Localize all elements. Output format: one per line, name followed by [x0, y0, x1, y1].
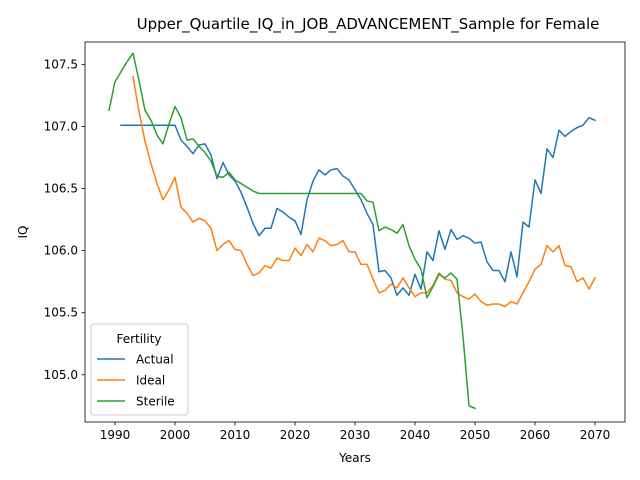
y-tick-label: 105.0 [44, 368, 78, 382]
series-line-sterile [108, 52, 476, 410]
x-axis-label: Years [338, 451, 371, 465]
y-axis-label: IQ [16, 226, 30, 239]
x-tick-label: 2010 [220, 428, 251, 442]
x-tick-label: 2030 [340, 428, 371, 442]
series-line-actual [120, 117, 596, 297]
legend-title: Fertility [116, 332, 161, 346]
legend-frame [90, 323, 189, 416]
y-tick-label: 106.0 [44, 244, 78, 258]
x-tick-label: 2070 [580, 428, 611, 442]
x-tick-label: 2060 [520, 428, 551, 442]
legend-label-sterile: Sterile [136, 395, 175, 409]
series-layer [108, 52, 597, 410]
y-tick-label: 105.5 [44, 306, 78, 320]
y-tick-label: 106.5 [44, 182, 78, 196]
x-tick-label: 2020 [280, 428, 311, 442]
chart-title: Upper_Quartile_IQ_in_JOB_ADVANCEMENT_Sam… [137, 15, 600, 34]
x-tick-label: 1990 [100, 428, 131, 442]
y-tick-label: 107.0 [44, 119, 78, 133]
legend: Fertility Actual Ideal Sterile [90, 323, 189, 416]
legend-entries: Actual Ideal Sterile [97, 353, 175, 409]
x-tick-label: 2040 [400, 428, 431, 442]
axes-layer: 1990 2000 2010 2020 2030 2040 2050 2060 2070 105.… [44, 41, 626, 442]
x-tick-label: 2000 [160, 428, 191, 442]
y-tick-label: 107.5 [44, 57, 78, 71]
legend-label-ideal: Ideal [136, 374, 165, 388]
legend-label-actual: Actual [136, 353, 174, 367]
series-line-ideal [132, 75, 597, 308]
x-tick-label: 2050 [460, 428, 491, 442]
